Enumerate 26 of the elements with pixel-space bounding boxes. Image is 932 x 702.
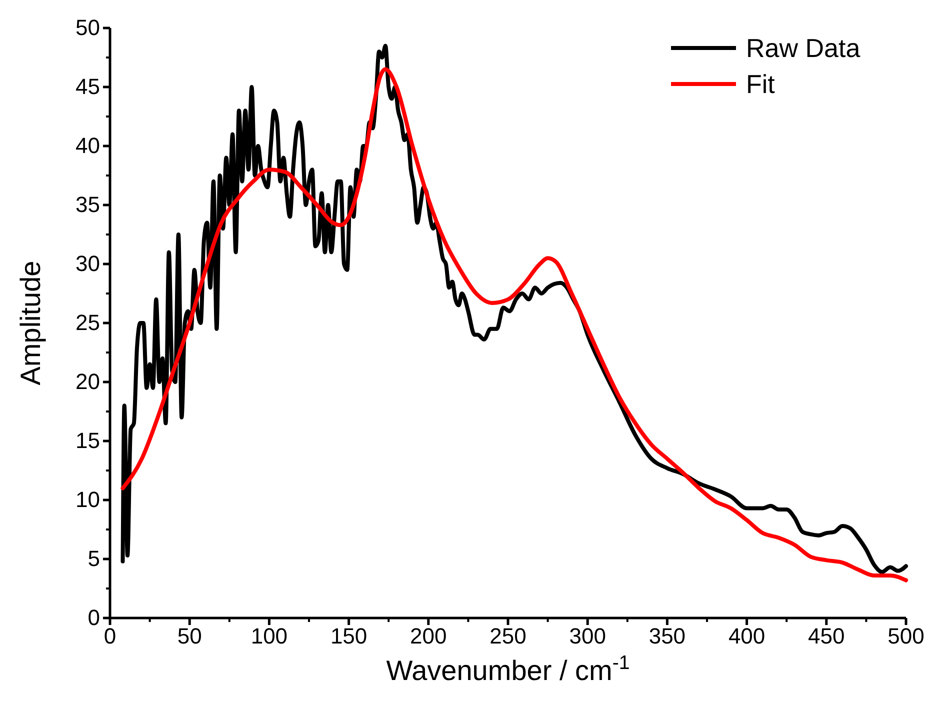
legend-label: Fit [746,69,776,99]
y-tick-label: 25 [76,310,100,336]
y-tick-label: 20 [76,369,100,394]
y-tick-label: 45 [76,74,100,100]
x-tick-label: 500 [888,624,924,649]
x-tick-label: 100 [250,624,288,649]
y-tick-label: 15 [76,428,100,454]
x-tick-label: 50 [177,624,202,649]
y-tick-label: 0 [88,605,100,630]
x-tick-label: 350 [648,624,686,649]
x-tick-label: 400 [728,624,766,649]
x-tick-label: 450 [808,624,845,649]
y-tick-label: 50 [76,15,100,40]
x-tick-label: 300 [569,624,606,649]
y-tick-label: 30 [76,251,100,276]
y-tick-label: 5 [88,546,100,572]
x-tick-label: 0 [104,624,116,649]
y-tick-label: 35 [76,192,100,218]
x-tick-label: 200 [410,624,447,649]
legend-label: Raw Data [746,33,861,63]
x-tick-label: 150 [330,624,368,649]
x-axis-title: Wavenumber / cm$^{-1}$ [386,652,630,686]
y-axis-title: Amplitude [15,260,46,386]
y-tick-label: 40 [76,133,100,158]
x-tick-label: 250 [490,624,526,649]
y-tick-label: 10 [76,487,100,512]
